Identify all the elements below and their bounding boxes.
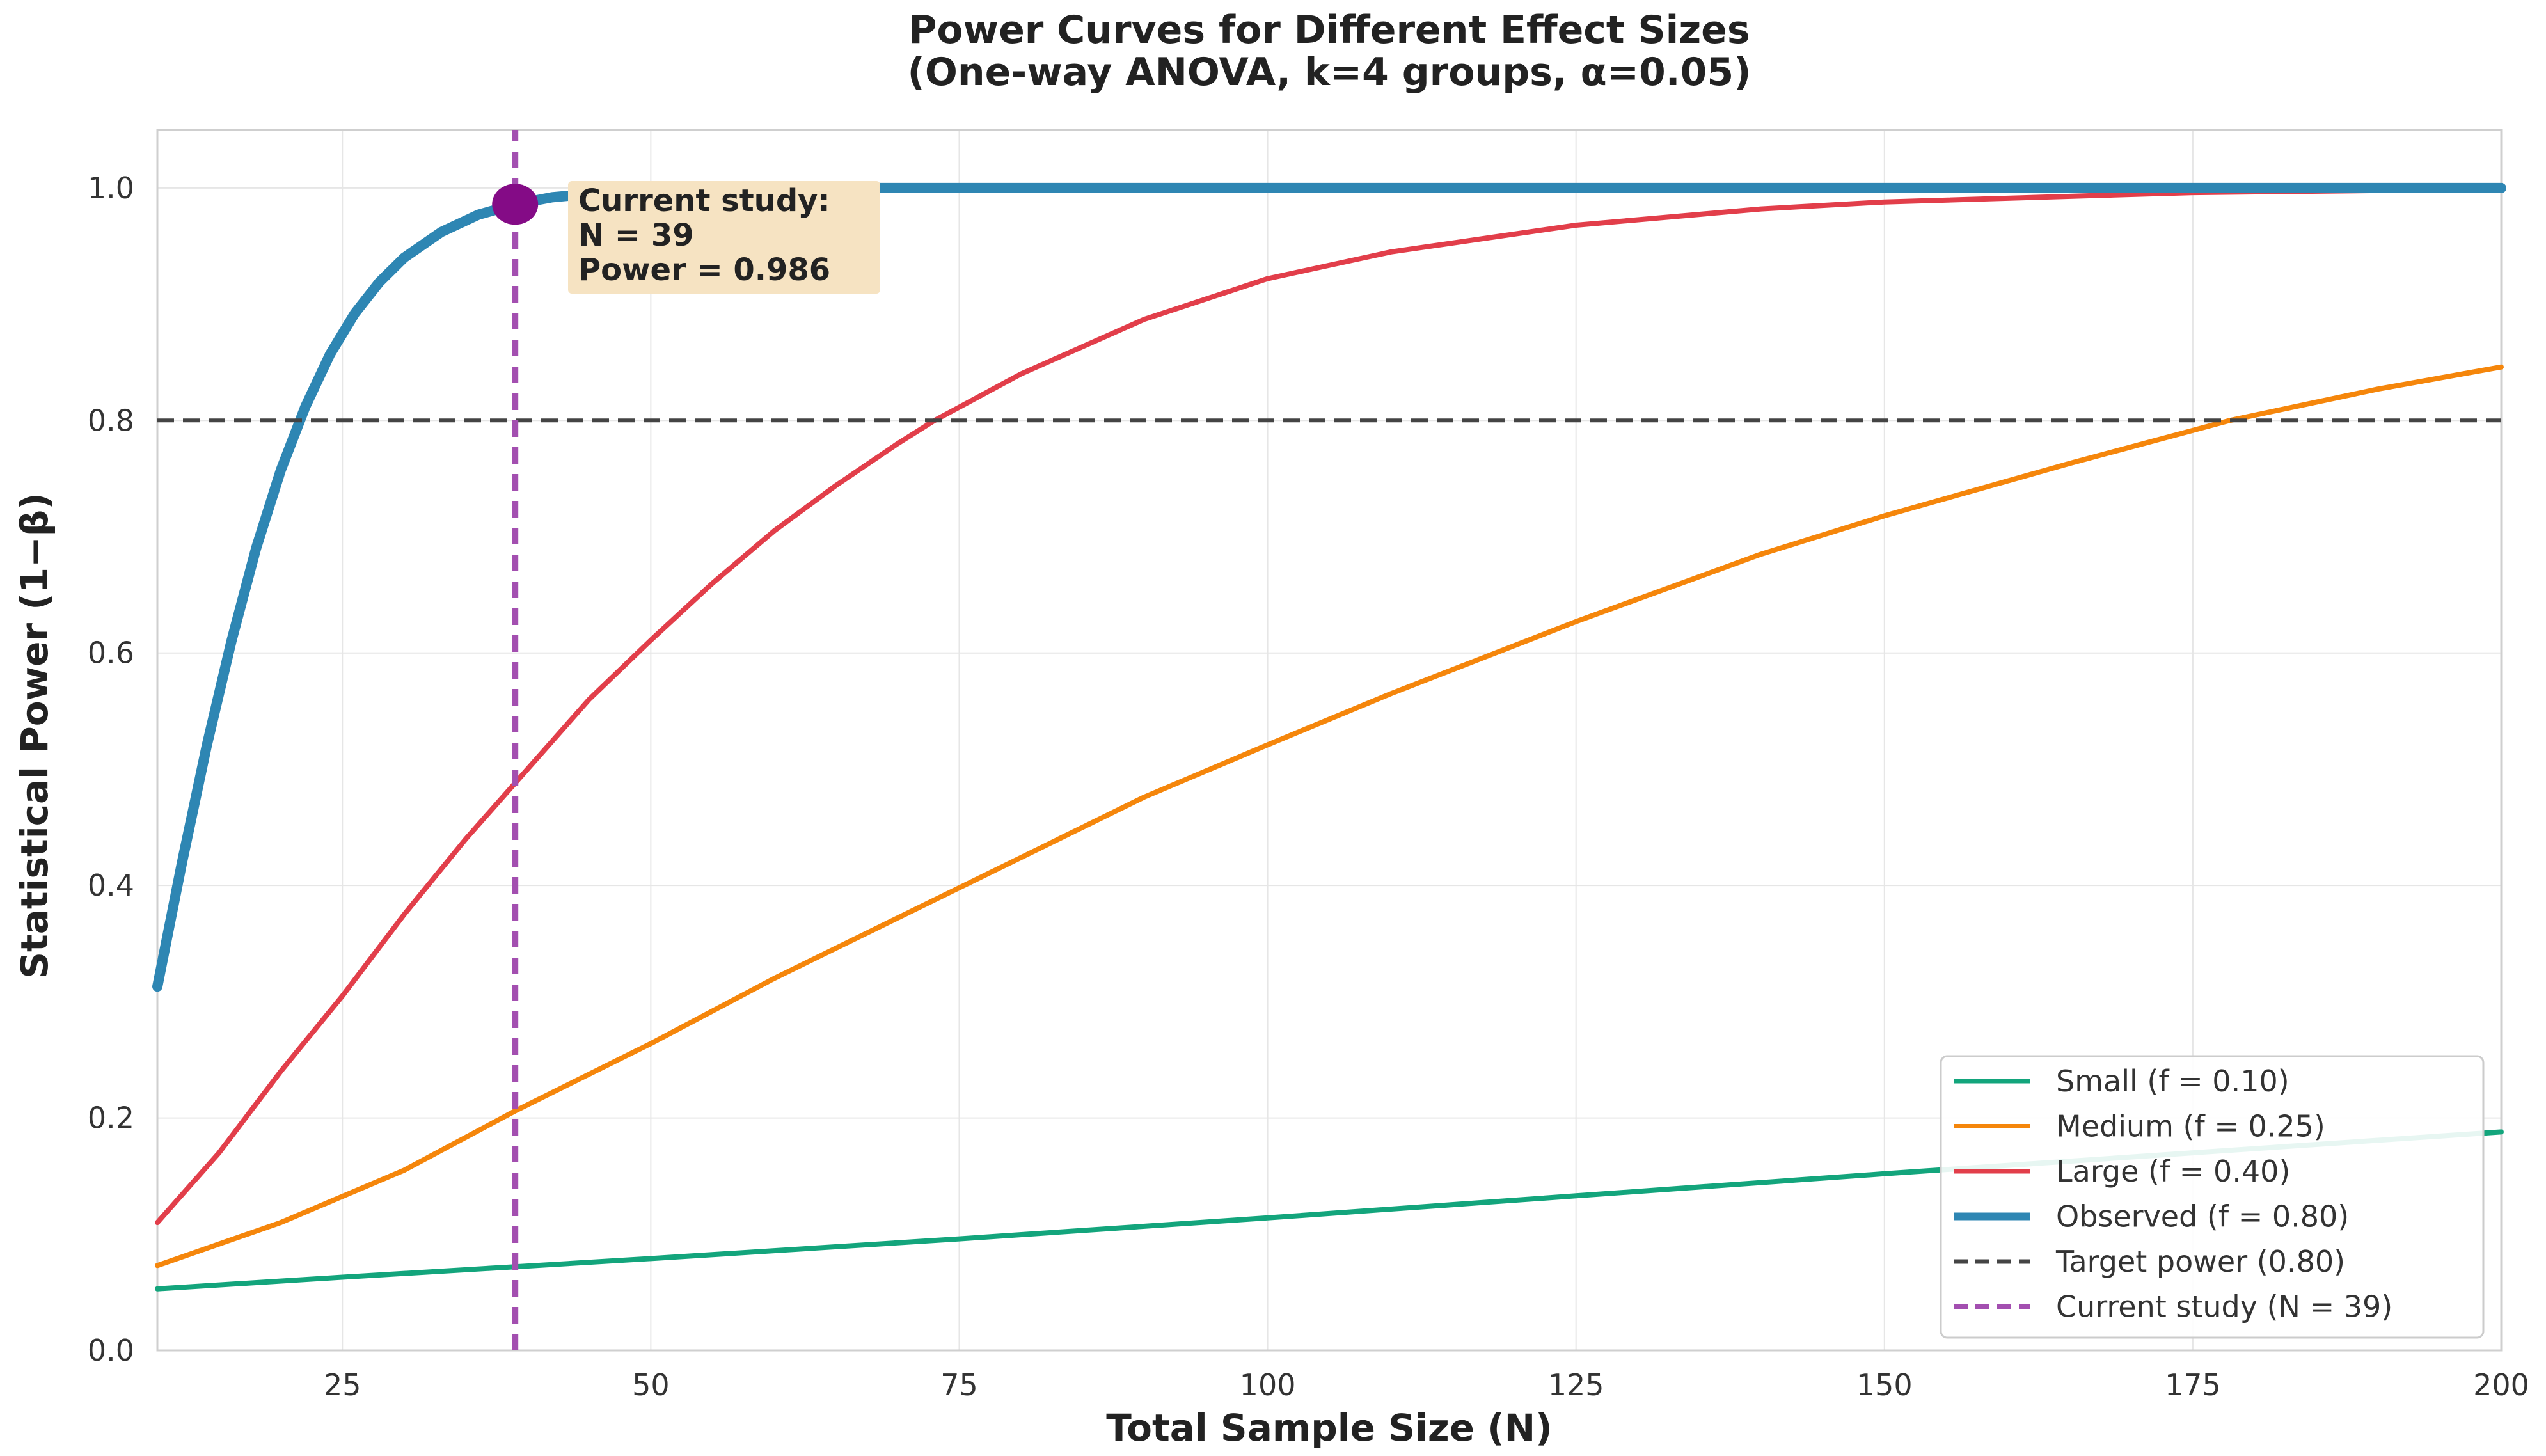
y-tick-label: 0.6 — [88, 636, 134, 670]
legend-items: Small (f = 0.10) Medium (f = 0.25) Large (… — [1954, 1064, 2392, 1324]
y-axis-label: Statistical Power (1−β) — [13, 493, 56, 979]
x-tick-label: 200 — [2473, 1368, 2529, 1402]
legend-box — [1940, 1055, 2485, 1339]
y-tick-label: 0.4 — [88, 868, 134, 903]
tick-labels: 25 50 75 100 125 150 175 200 0.0 0.2 0.4 0.6 0.8 1.0 — [88, 171, 2529, 1402]
series-layer — [152, 130, 2506, 1350]
chart-title: Power Curves for Different Effect Sizes — [908, 8, 1750, 52]
x-tick-label: 125 — [1548, 1368, 1604, 1402]
legend-label-medium-f-0-25: Medium (f = 0.25) — [2056, 1109, 2325, 1144]
x-tick-label: 175 — [2165, 1368, 2221, 1402]
legend-label-current-study-n-39: Current study (N = 39) — [2056, 1290, 2392, 1324]
x-tick-label: 100 — [1240, 1368, 1296, 1402]
series-line-large-f-0-40 — [155, 186, 2504, 1226]
annotation-line-1: Current study: — [578, 183, 830, 219]
x-tick-label: 75 — [940, 1368, 978, 1402]
series-line-medium-f-0-25 — [155, 364, 2504, 1269]
annotation-line-3: Power = 0.986 — [578, 252, 830, 288]
y-tick-label: 0.8 — [88, 403, 134, 438]
x-tick-label: 150 — [1856, 1368, 1913, 1402]
plot-area-frame — [156, 129, 2503, 1352]
y-tick-label: 0.2 — [88, 1101, 134, 1136]
current-study-annotation: Current study: N = 39 Power = 0.986 — [568, 181, 880, 294]
x-tick-label: 25 — [324, 1368, 361, 1402]
legend-label-observed-f-0-80: Observed (f = 0.80) — [2056, 1199, 2349, 1234]
legend-label-target-power-0-80: Target power (0.80) — [2055, 1244, 2345, 1279]
current-study-marker — [492, 184, 539, 225]
annotation-line-2: N = 39 — [578, 218, 694, 253]
legend: Small (f = 0.10) Medium (f = 0.25) Large (… — [1940, 1055, 2485, 1339]
chart-subtitle: (One-way ANOVA, k=4 groups, α=0.05) — [907, 50, 1751, 95]
y-tick-label: 1.0 — [88, 171, 134, 205]
x-axis-label: Total Sample Size (N) — [1106, 1406, 1552, 1450]
legend-label-large-f-0-40: Large (f = 0.40) — [2056, 1154, 2290, 1189]
annotation-box — [568, 181, 880, 294]
x-tick-label: 50 — [632, 1368, 670, 1402]
legend-label-small-f-0-10: Small (f = 0.10) — [2056, 1064, 2289, 1098]
y-tick-label: 0.0 — [88, 1333, 134, 1368]
